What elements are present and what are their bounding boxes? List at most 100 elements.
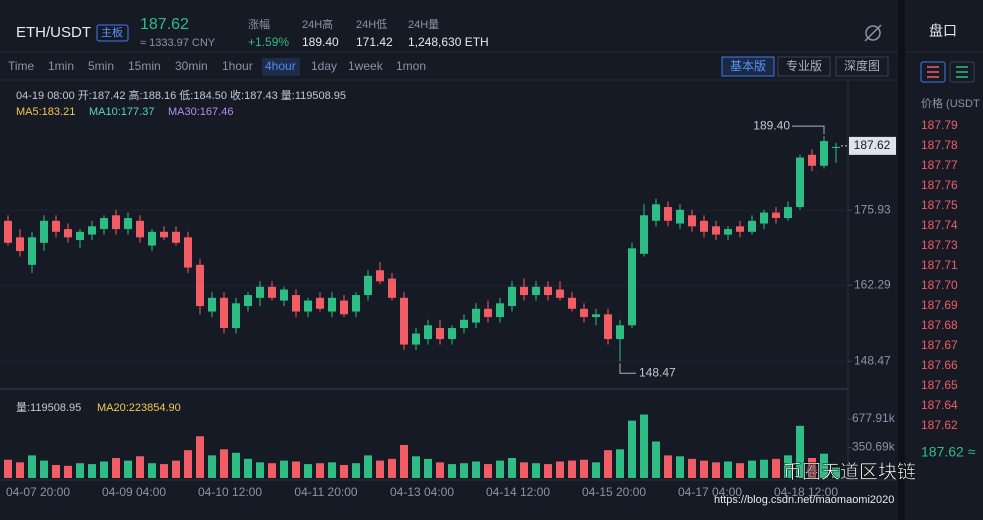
volume-bar [772,458,780,478]
interval-tab[interactable]: 1min [48,59,74,73]
volume-bar [496,460,504,478]
candle-body [556,289,564,298]
volume-bar [748,460,756,478]
volume-bar [616,449,624,478]
volume-bar [664,455,672,478]
book-price: 187.73 [921,238,958,252]
book-icon-2 [956,66,968,78]
book-mode-1[interactable] [920,61,946,83]
candle-body [424,325,432,340]
x-tick-label: 04-09 04:00 [102,485,166,499]
volume-bar [784,455,792,478]
candle-body [736,226,744,232]
volume-bar [628,420,636,478]
volume-bar [364,455,372,478]
view-box [835,56,889,77]
volume-bar [736,463,744,478]
candle-body [76,231,84,241]
x-tick-label: 04-10 12:00 [198,485,262,499]
volume-bar [484,464,492,478]
ma-label: MA30:167.46 [168,106,233,118]
candle-info: 04-19 08:00 开:187.42 高:188.16 低:184.50 收… [16,88,346,102]
x-tick-label: 04-18 12:00 [774,485,838,499]
view-button[interactable]: 专业版 [786,58,822,73]
candle-body [40,220,48,243]
book-mode-2[interactable] [949,61,975,83]
candle-body [292,295,300,312]
book-price: 187.75 [921,198,958,212]
candle-body [832,146,840,148]
volume-bar [592,462,600,478]
candle-body [208,297,216,312]
stat-value: +1.59% [248,35,289,49]
volume-bar [172,460,180,478]
volume-bar [712,462,720,478]
x-tick-label: 04-15 20:00 [582,485,646,499]
volume-bar [472,461,480,478]
candle-body [676,209,684,224]
book-price: 187.67 [921,338,958,352]
volume-bar [340,464,348,478]
volume-ma: MA20:223854.90 [97,402,181,414]
candle-body [172,231,180,243]
candle-body [256,286,264,298]
candle-body [748,220,756,232]
interval-tab[interactable]: 1hour [222,59,253,73]
candle-body [136,220,144,238]
candle-body [340,300,348,315]
candle-body [544,286,552,296]
candle-body [52,220,60,232]
book-price: 187.74 [921,218,958,232]
candle-body [448,328,456,340]
candle-body [568,297,576,309]
candle-body [472,308,480,323]
candle-body [616,325,624,340]
volume-bar [796,425,804,478]
last-price: 187.62 [140,16,189,33]
volume-bar [400,444,408,478]
candle-body [4,220,12,243]
volume-bar [760,459,768,478]
book-price: 187.68 [921,318,958,332]
stat-value: 1,248,630 ETH [408,35,489,49]
hide-icon[interactable] [864,24,882,42]
candle-body [364,275,372,296]
volume-bar [652,441,660,478]
view-button[interactable]: 深度图 [844,58,880,73]
book-icon-1 [927,66,939,78]
volume-bar [196,436,204,478]
view-button[interactable]: 基本版 [730,59,766,73]
interval-tab[interactable]: 15min [128,59,161,73]
book-last: 187.62 ≈ [921,444,976,460]
last-price-label: 187.62 [854,138,891,152]
volume-tick-label: 350.69k [852,440,896,454]
candle-body [328,297,336,312]
candle-body [16,237,24,252]
volume-bar [532,463,540,478]
interval-tab[interactable]: 1mon [396,59,426,73]
book-price: 187.71 [921,258,958,272]
volume-bar [280,460,288,478]
candle-body [484,308,492,318]
interval-tab[interactable]: 1day [311,59,337,73]
interval-tab[interactable]: 5min [88,59,114,73]
volume-bar [376,460,384,478]
interval-tab[interactable]: 1week [348,59,384,73]
book-price: 187.79 [921,118,958,132]
badge-box [96,24,129,42]
book-title: 盘口 [929,23,957,39]
candle-body [184,237,192,268]
volume-bar [112,458,120,478]
book-price: 187.70 [921,278,958,292]
ma-label: MA5:183.21 [16,106,75,118]
volume-bar [28,455,36,478]
interval-tab[interactable]: Time [8,59,35,73]
interval-tab[interactable]: 4hour [265,59,296,73]
interval-tab[interactable]: 30min [175,59,208,73]
volume-bar [508,458,516,478]
min-pointer [619,363,636,374]
stat-value: 171.42 [356,35,393,49]
candle-body [604,314,612,340]
volume-bar [88,464,96,478]
